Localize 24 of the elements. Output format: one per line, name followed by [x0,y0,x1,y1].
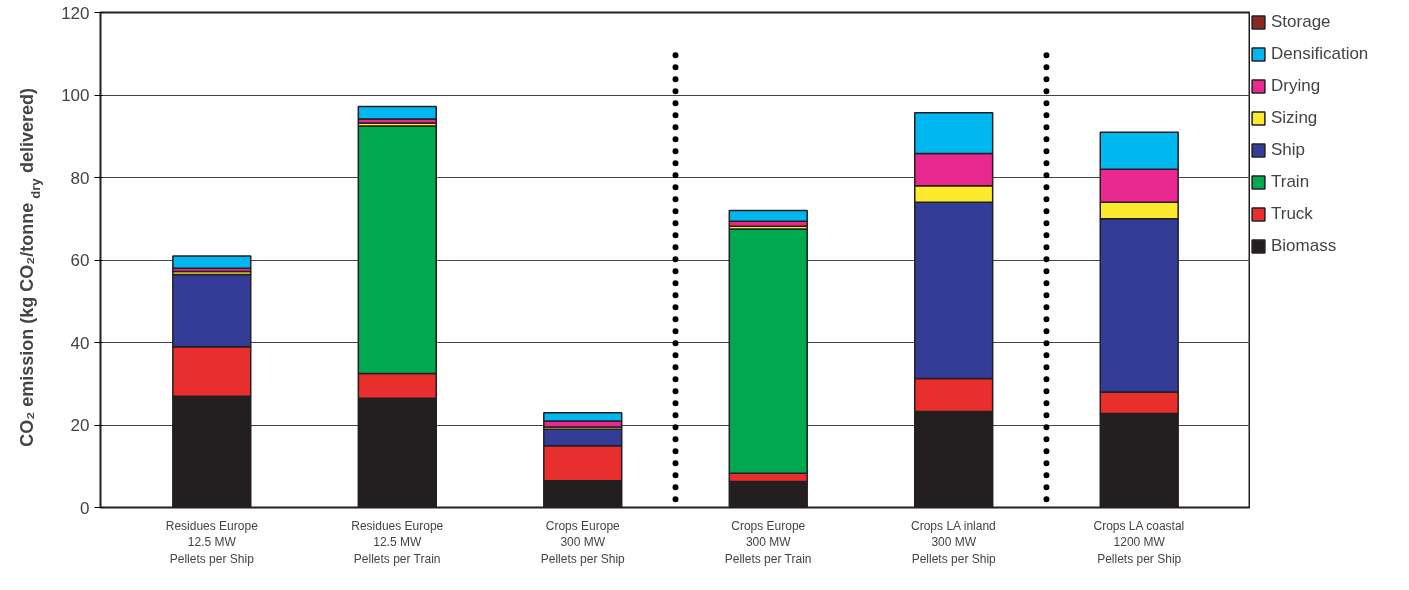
y-tick-label: 0 [80,498,90,518]
x-tick-label: Residues Europe 12.5 MW Pellets per Train [351,518,444,567]
legend-label: Truck [1271,204,1313,224]
y-tick-label: 80 [70,168,90,188]
legend-label: Biomass [1271,236,1337,256]
bar [172,255,252,269]
legend-label: Densification [1271,44,1369,64]
legend-label: Ship [1271,140,1306,160]
x-tick-label: Crops LA coastal 1200 MW Pellets per Ship [1093,518,1185,567]
x-tick-label: Crops LA inland 300 MW Pellets per Ship [911,518,997,567]
legend-label: Train [1271,172,1310,192]
y-tick-label: 40 [70,333,90,353]
y-axis-title: CO₂ emission (kg CO₂/tonnedry delivered) [16,88,43,447]
y-tick-label: 20 [70,416,90,435]
y-tick-label: 120 [61,3,90,23]
y-tick-label: 60 [70,251,90,270]
legend-label: Sizing [1271,108,1318,128]
y-tick-label: 100 [61,86,90,105]
x-tick-label: Crops Europe 300 MW Pellets per Train [724,518,812,567]
legend-label: Drying [1271,76,1321,96]
x-tick-label: Crops Europe 300 MW Pellets per Ship [540,518,626,567]
bar [357,105,437,120]
x-tick-label: Residues Europe 12.5 MW Pellets per Ship [165,518,259,567]
legend-label: Storage [1271,12,1331,32]
